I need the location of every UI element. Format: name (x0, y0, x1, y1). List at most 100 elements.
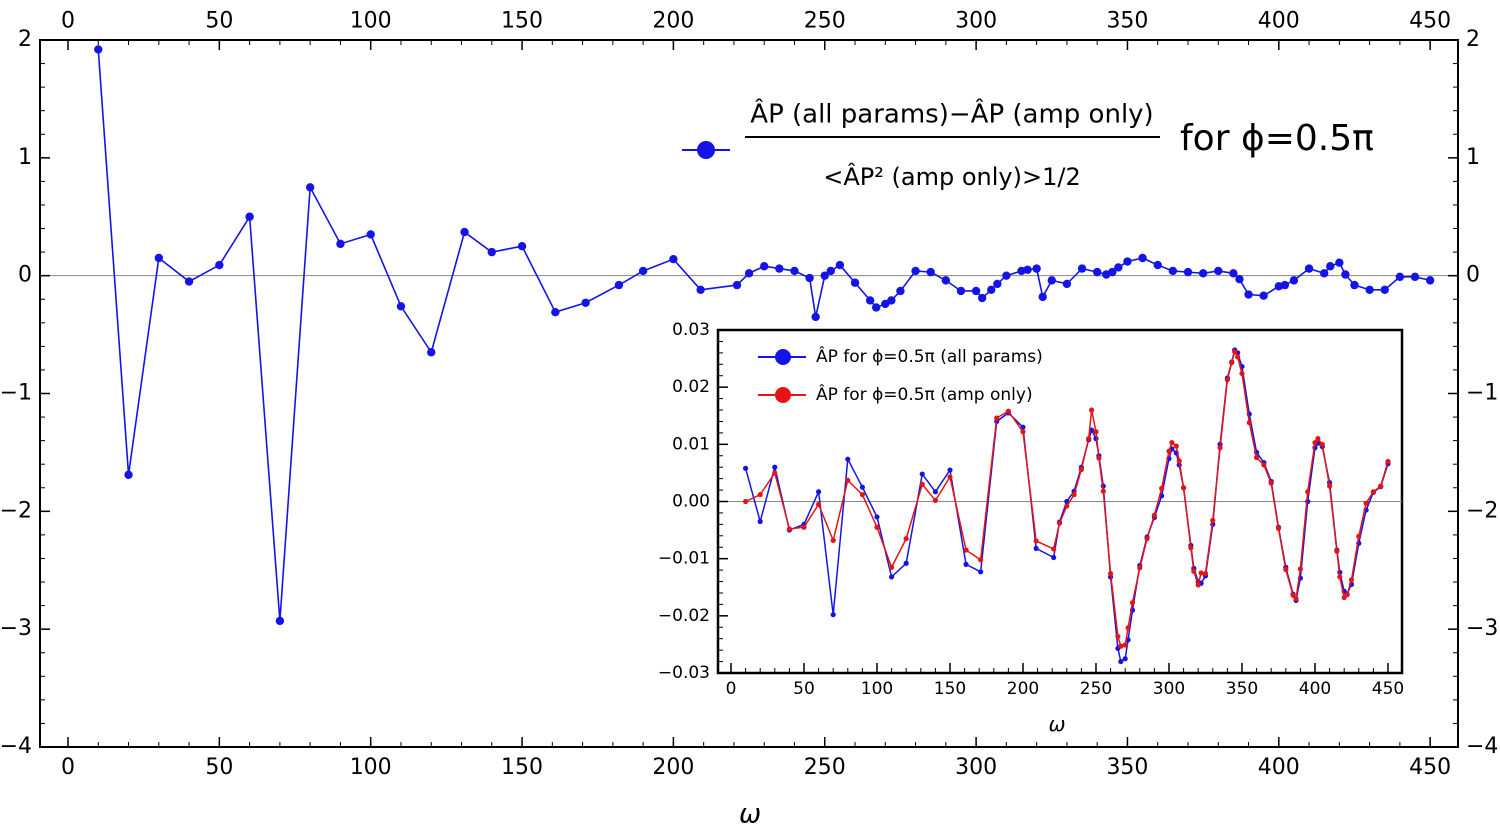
x-tick-label-top: 0 (61, 8, 75, 33)
y-tick-label: −2 (0, 498, 32, 523)
data-point (1195, 582, 1201, 588)
data-point (786, 526, 792, 532)
y-tick-label: 0.01 (672, 434, 710, 454)
x-tick-label-top: 350 (1106, 8, 1148, 33)
x-tick-label: 250 (804, 755, 846, 780)
data-point (1077, 264, 1087, 273)
data-point (874, 514, 880, 520)
data-point (956, 286, 966, 296)
data-point (845, 477, 851, 483)
data-point (275, 616, 285, 626)
data-point (1137, 565, 1143, 571)
series-line (744, 348, 1389, 663)
x-tick-label: 400 (1258, 755, 1300, 780)
data-point (1244, 290, 1253, 299)
data-point (1304, 264, 1314, 273)
data-point (1056, 520, 1063, 526)
data-point (1188, 545, 1194, 551)
data-point (1122, 642, 1128, 648)
data-point (845, 456, 851, 462)
data-point (581, 298, 590, 307)
data-point (1033, 538, 1039, 544)
y-tick-label-right: 2 (1466, 27, 1480, 52)
y-tick-label-right: 0 (1466, 263, 1480, 288)
x-tick-label: 400 (1299, 679, 1331, 699)
data-point (801, 524, 807, 530)
data-point (887, 296, 896, 305)
data-point (1180, 485, 1187, 491)
legend-suffix: for ϕ=0.5π (1180, 118, 1374, 159)
data-point (1350, 280, 1359, 290)
x-tick-label: 350 (1106, 755, 1148, 780)
data-point (1051, 554, 1057, 561)
y-tick-label: 0.02 (672, 377, 710, 397)
data-point (1202, 570, 1209, 577)
x-tick-label-top: 300 (955, 8, 997, 33)
data-point (1151, 512, 1157, 518)
data-point (1020, 429, 1026, 435)
data-point (744, 269, 754, 278)
data-point (1224, 377, 1230, 383)
x-tick-label: 300 (955, 755, 997, 780)
data-point (1118, 658, 1124, 665)
y-tick-label: −0.03 (658, 663, 710, 683)
data-point (1395, 272, 1405, 282)
x-tick-label-top: 400 (1258, 8, 1300, 33)
data-point (850, 278, 860, 287)
series-line (97, 49, 1431, 621)
data-point (1092, 267, 1102, 277)
data-point (1191, 568, 1197, 574)
legend-denominator: <ÂP² (amp only)>1/2 (823, 162, 1080, 191)
data-point (1235, 275, 1244, 284)
data-point (775, 264, 784, 273)
data-point (1210, 517, 1216, 523)
data-point (1125, 625, 1131, 631)
data-point (1315, 436, 1321, 442)
data-point (865, 296, 875, 305)
data-point (994, 415, 1000, 421)
data-point (947, 474, 953, 480)
x-tick-label: 450 (1372, 679, 1404, 699)
x-tick-label: 250 (1080, 679, 1112, 699)
y-tick-label: −4 (0, 734, 32, 759)
legend-label: ÂP for ϕ=0.5π (amp only) (816, 383, 1033, 405)
x-tick-label-top: 250 (804, 8, 846, 33)
data-point (896, 286, 905, 296)
x-tick-label: 150 (934, 679, 966, 699)
data-point (993, 279, 1002, 289)
legend-label: ÂP (all params)−ÂP (amp only) (750, 98, 1153, 130)
data-point (1312, 440, 1318, 446)
data-point (1051, 546, 1057, 552)
data-point (1410, 272, 1420, 282)
data-point (926, 267, 935, 277)
data-point (1253, 454, 1260, 461)
data-point (1385, 458, 1391, 465)
data-point (1089, 407, 1095, 413)
data-point (1229, 359, 1235, 366)
data-point (1217, 445, 1223, 451)
x-tick-label: 0 (726, 679, 737, 699)
data-point (1108, 267, 1117, 277)
data-point (987, 285, 996, 295)
x-tick-label-top: 100 (350, 8, 392, 33)
data-point (1071, 492, 1077, 498)
y-tick-label: 0.03 (672, 320, 710, 340)
data-point (1293, 596, 1299, 602)
legend-marker (775, 387, 791, 403)
data-point (427, 348, 436, 357)
data-point (1002, 271, 1011, 280)
data-point (732, 280, 742, 290)
data-point (1122, 656, 1128, 662)
data-point (1235, 354, 1241, 360)
x-tick-label: 200 (652, 755, 694, 780)
x-tick-label: 350 (1226, 679, 1258, 699)
data-point (881, 299, 890, 309)
data-point (1246, 420, 1252, 426)
x-tick-label-top: 450 (1409, 8, 1451, 33)
data-point (1341, 270, 1350, 279)
data-point (1005, 408, 1011, 414)
data-point (1289, 276, 1299, 285)
x-axis-label: ω (739, 799, 761, 830)
x-tick-label: 150 (501, 755, 543, 780)
x-tick-label: 0 (61, 755, 75, 780)
